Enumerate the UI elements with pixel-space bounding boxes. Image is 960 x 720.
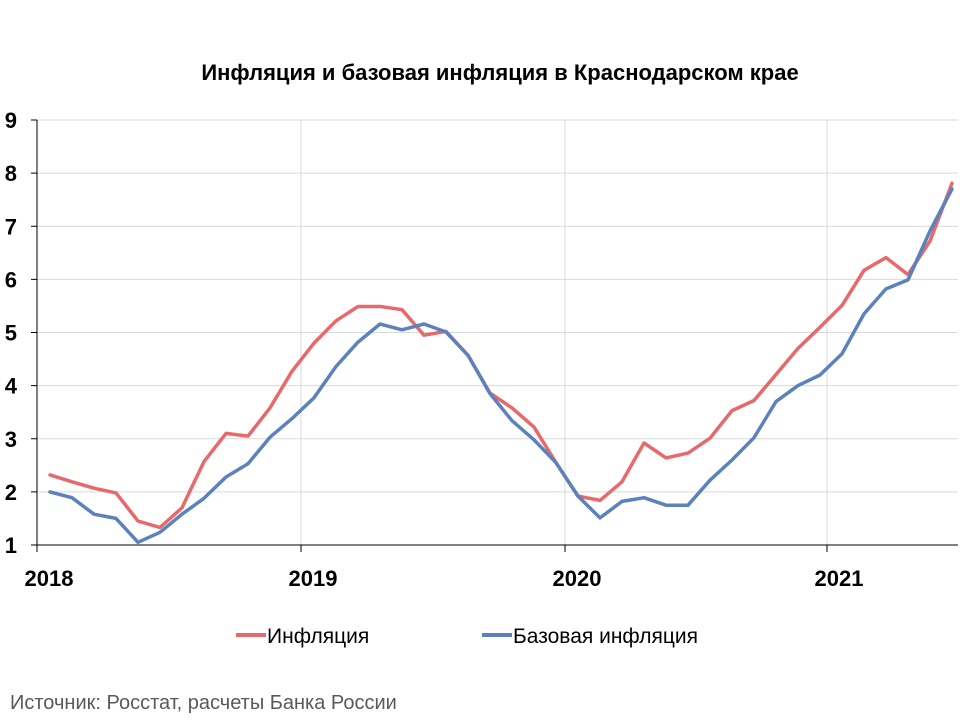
source-note: Источник: Росстат, расчеты Банка России <box>10 692 397 714</box>
y-tick-label-8: 8 <box>5 161 17 186</box>
y-tick-label-5: 5 <box>5 321 17 346</box>
legend-label-core-inflation: Базовая инфляция <box>513 625 698 648</box>
chart-title: Инфляция и базовая инфляция в Краснодарс… <box>201 60 798 85</box>
x-tick-label-2019: 2019 <box>289 566 338 591</box>
horizontal-gridlines <box>37 119 958 493</box>
y-tick-label-1: 1 <box>5 533 17 558</box>
legend-label-inflation: Инфляция <box>267 625 369 648</box>
x-tick-label-2020: 2020 <box>553 566 602 591</box>
legend: Инфляция Базовая инфляция <box>236 625 698 648</box>
y-tick-labels: 1 2 3 4 5 6 7 8 9 <box>5 108 18 558</box>
x-tick-label-2018: 2018 <box>25 566 74 591</box>
series-line-inflation <box>48 181 954 530</box>
y-tick-label-2: 2 <box>5 480 17 505</box>
x-tick-labels: 2018 2019 2020 2021 <box>25 566 864 591</box>
y-tick-label-7: 7 <box>5 214 17 239</box>
x-tick-label-2021: 2021 <box>815 566 864 591</box>
series-lines <box>48 181 954 545</box>
y-tick-label-9: 9 <box>5 108 17 133</box>
axes <box>31 119 958 552</box>
y-tick-label-6: 6 <box>5 267 17 292</box>
series-line-core-inflation <box>48 187 954 545</box>
y-tick-label-4: 4 <box>5 374 18 399</box>
y-tick-label-3: 3 <box>5 427 17 452</box>
